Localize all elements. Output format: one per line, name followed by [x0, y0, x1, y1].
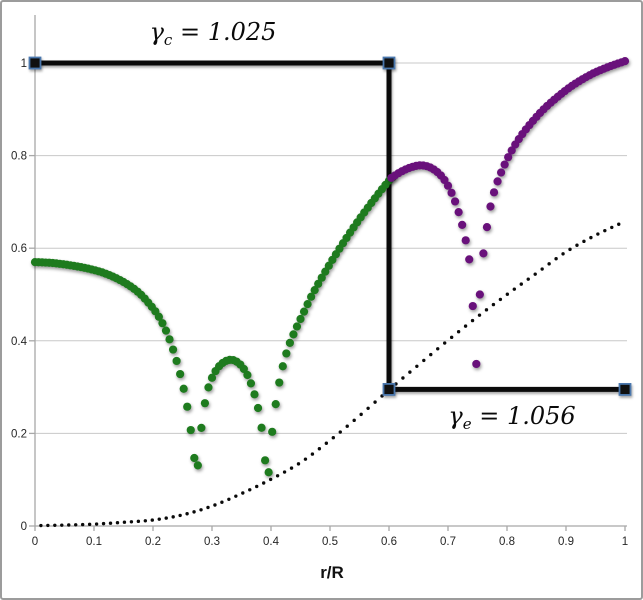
y-tick-0.2: 0.2 — [11, 428, 27, 440]
envelope-mode-purple-series — [387, 57, 630, 369]
x-tick-0.3: 0.3 — [204, 536, 220, 548]
x-tick-0.6: 0.6 — [381, 536, 397, 548]
y-axis-tick-labels: 0 0.2 0.4 0.6 0.8 1 — [11, 58, 28, 533]
x-axis-title: r/R — [320, 563, 344, 582]
y-tick-1: 1 — [21, 58, 27, 70]
x-tick-0.7: 0.7 — [440, 536, 456, 548]
dotted-reference-curve — [39, 222, 621, 528]
x-tick-0.1: 0.1 — [86, 536, 102, 548]
y-tick-0.6: 0.6 — [11, 243, 27, 255]
gamma-step-markers — [28, 56, 632, 396]
x-tick-0.2: 0.2 — [145, 536, 161, 548]
gamma-c-annotation: γc = 1.025 — [150, 18, 277, 49]
x-tick-0.8: 0.8 — [499, 536, 515, 548]
x-tick-0.4: 0.4 — [263, 536, 280, 548]
gamma-e-annotation: γe = 1.056 — [448, 402, 575, 433]
x-tick-0: 0 — [32, 536, 38, 548]
y-tick-0.4: 0.4 — [11, 336, 28, 348]
core-mode-green-series — [30, 173, 397, 477]
x-tick-1: 1 — [622, 536, 628, 548]
y-tick-0: 0 — [21, 521, 27, 533]
x-axis-tick-labels: 0 0.1 0.2 0.3 0.4 0.5 0.6 0.7 0.8 0.9 1 — [32, 536, 628, 548]
gridlines — [35, 62, 627, 527]
y-tick-0.8: 0.8 — [11, 151, 27, 163]
x-tick-0.9: 0.9 — [558, 536, 574, 548]
x-tick-0.5: 0.5 — [322, 536, 338, 548]
gamma-step-line — [35, 60, 625, 392]
